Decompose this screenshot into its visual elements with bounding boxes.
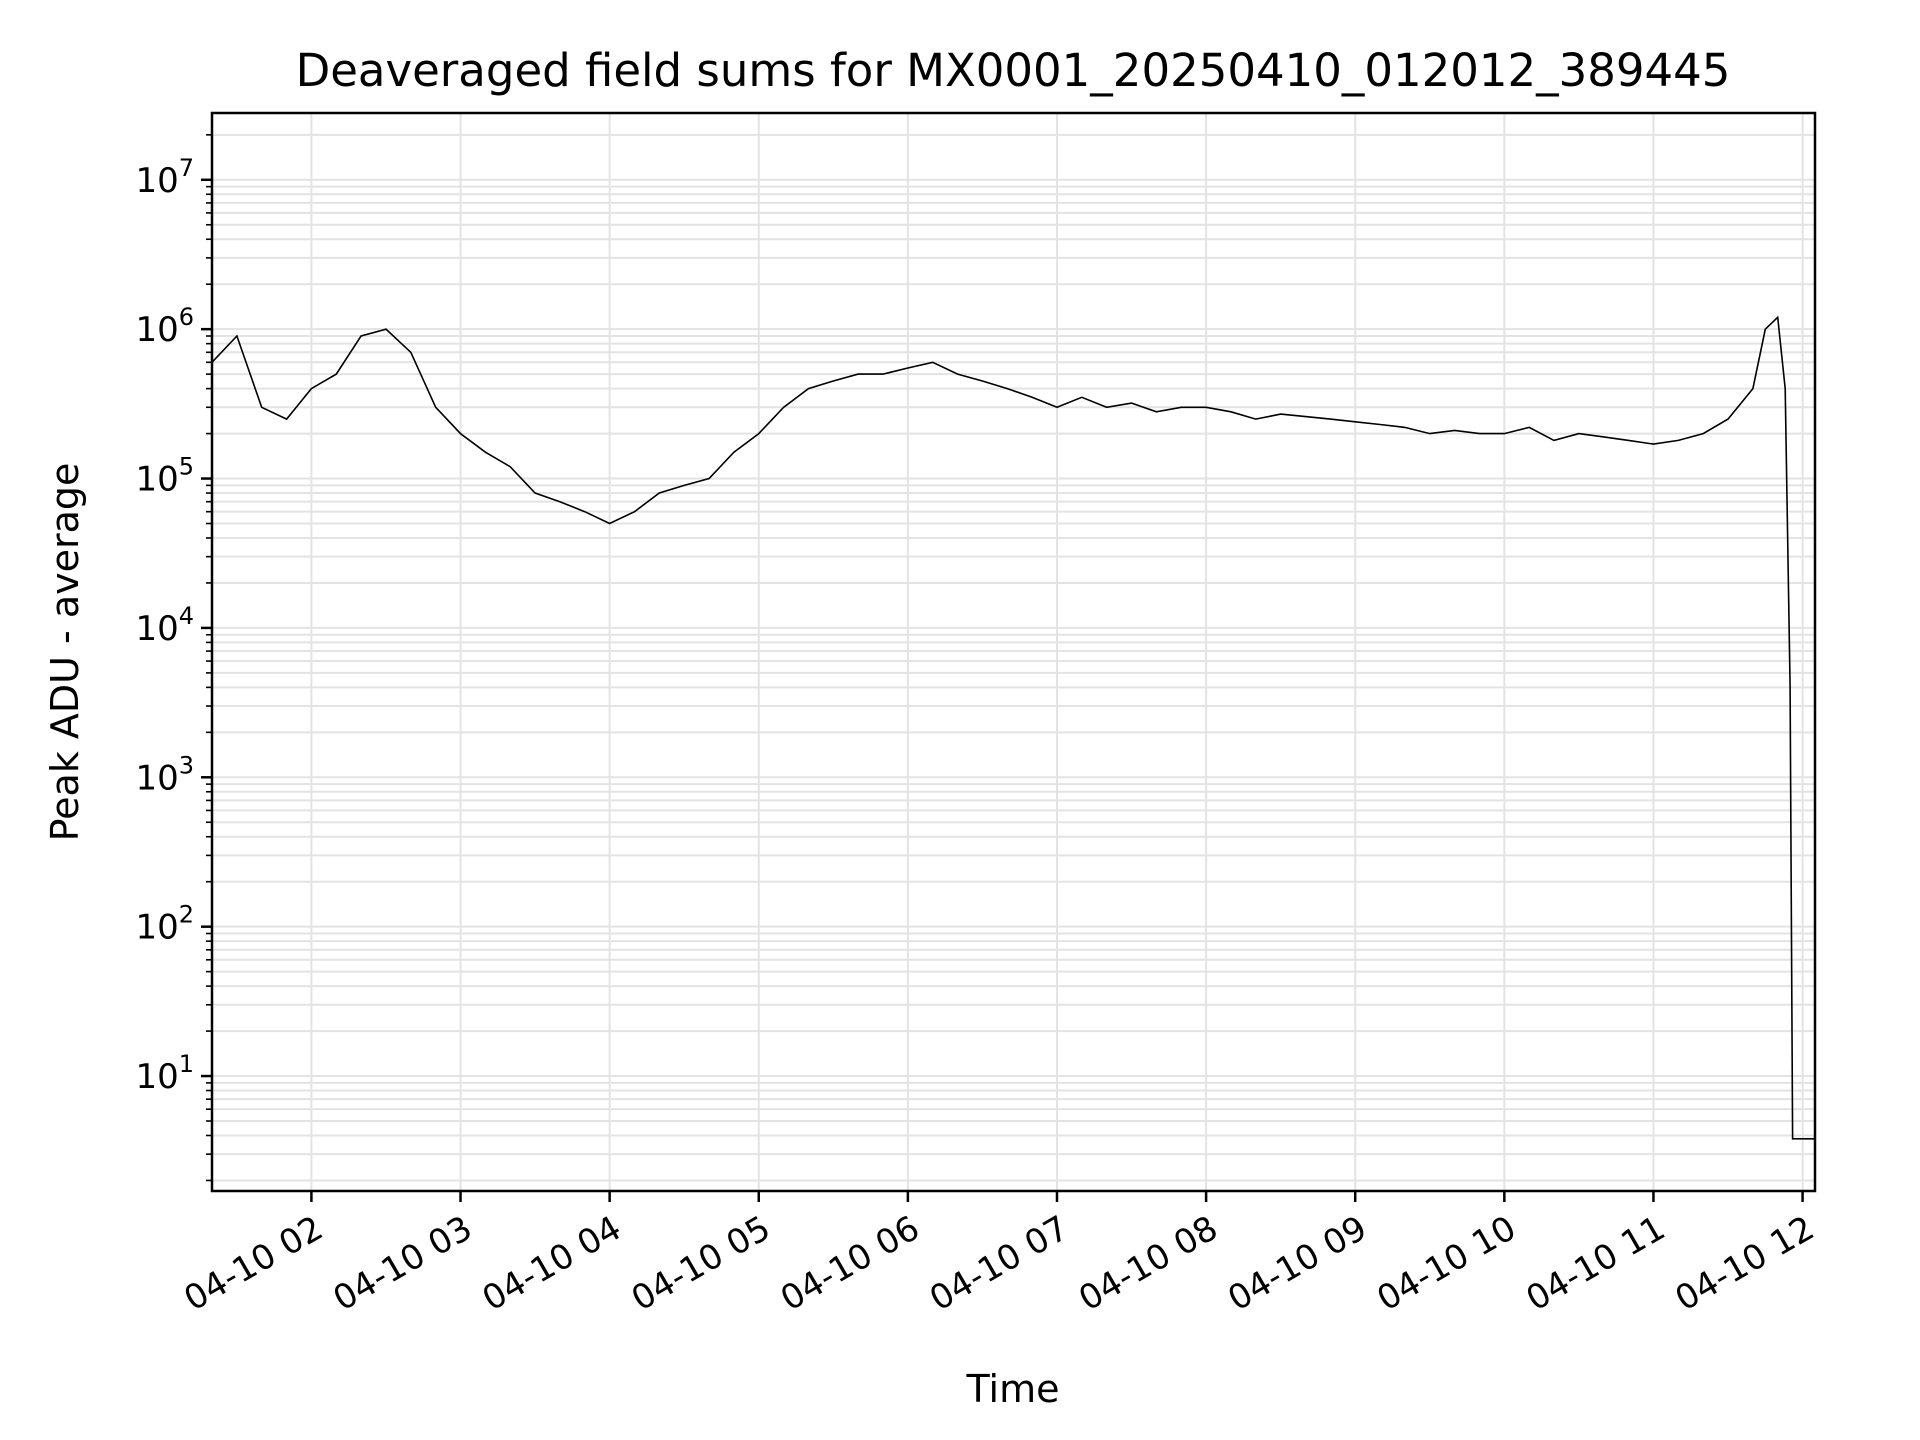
- y-tick-label: 101: [135, 1050, 194, 1097]
- y-tick-label: 107: [135, 154, 194, 201]
- chart-title: Deaveraged field sums for MX0001_2025041…: [296, 44, 1731, 97]
- y-tick-label: 103: [135, 751, 194, 798]
- y-tick-label: 106: [135, 303, 194, 350]
- y-tick-label: 102: [135, 901, 194, 948]
- y-tick-label: 105: [135, 453, 194, 500]
- plot-frame: [210, 111, 1817, 1193]
- y-axis-label: Peak ADU - average: [43, 463, 87, 842]
- gridlines: [212, 113, 1815, 1191]
- y-tick-label: 104: [135, 602, 194, 649]
- x-axis-label: Time: [966, 1367, 1060, 1411]
- series-line: [211, 315, 1815, 1140]
- y-axis: 101 102 103 104 105 106 107: [135, 134, 212, 1182]
